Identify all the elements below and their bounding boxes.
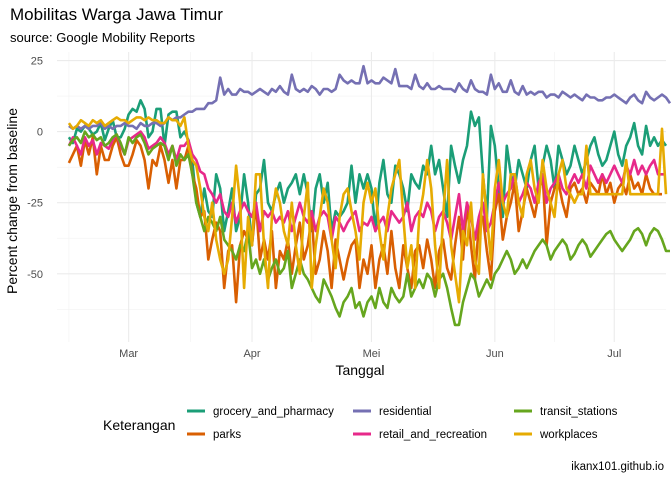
y-tick-label: 0 [37,127,43,139]
y-axis-title: Percent change from baseline [4,108,20,294]
legend-label: transit_stations [540,406,618,418]
legend-label: retail_and_recreation [379,429,487,441]
x-tick-label: Mar [119,348,138,360]
series-line-workplaces [67,116,668,304]
series-lines [67,64,672,327]
y-axis-ticks: 25 0 -25 -50 [27,56,43,281]
series-line-grocery-and-pharmacy [67,99,668,247]
x-tick-label: Jun [486,348,504,360]
x-tick-label: Mei [363,348,381,360]
series-line-transit-stations [67,130,670,327]
legend-label: parks [213,429,241,441]
caption: ikanx101.github.io [571,461,664,473]
legend-label: residential [379,406,431,418]
x-tick-label: Jul [607,348,621,360]
chart-title: Mobilitas Warga Jawa Timur [10,5,223,24]
x-tick-label: Apr [243,348,260,360]
y-tick-label: -25 [27,198,43,210]
series-line-retail-and-recreation [67,130,666,241]
y-tick-label: 25 [31,56,43,68]
series-line-parks [67,136,662,304]
x-axis-ticks: Mar Apr Mei Jun Jul [119,348,621,360]
y-tick-label: -50 [27,269,43,281]
legend-label: grocery_and_pharmacy [213,406,334,418]
legend-title: Keterangan [103,417,175,433]
series-line-residential [68,64,672,131]
chart-subtitle: source: Google Mobility Reports [10,30,195,45]
legend-label: workplaces [539,429,598,441]
x-axis-title: Tanggal [335,362,384,378]
